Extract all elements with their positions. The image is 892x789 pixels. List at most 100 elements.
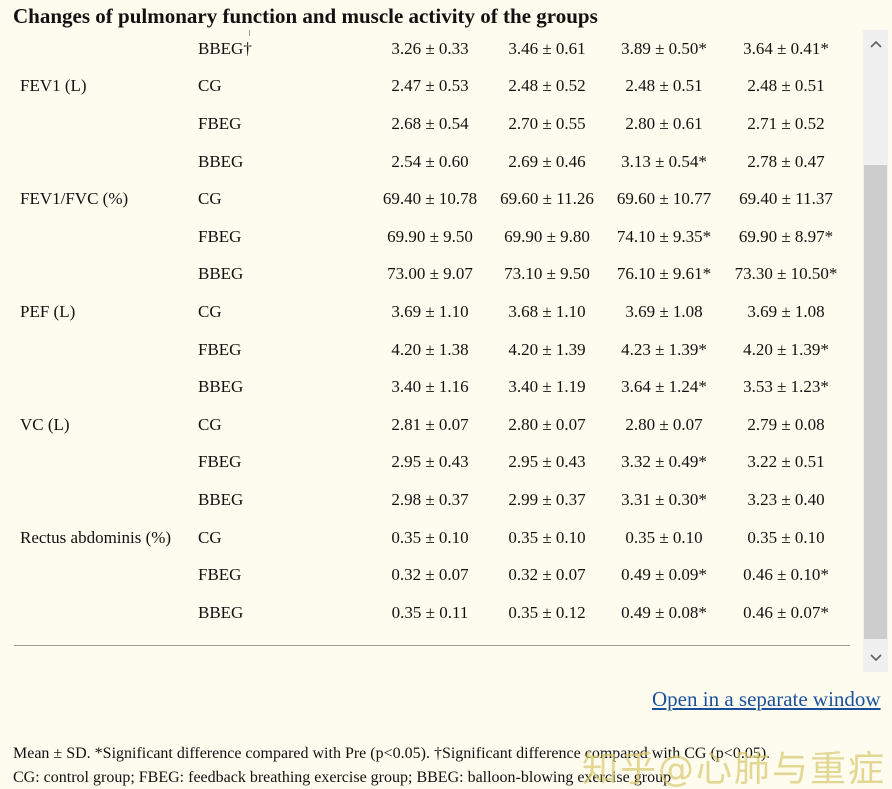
chevron-up-icon	[869, 40, 882, 48]
table-cell: 3.69 ± 1.08	[747, 301, 825, 321]
table-cell: 4.20 ± 1.39	[508, 339, 586, 359]
table-cell: 4.20 ± 1.39*	[743, 339, 829, 359]
table-cell: 0.35 ± 0.10	[391, 527, 469, 547]
row-group-label: CG	[198, 301, 222, 321]
data-table: BBEG† 3.26 ± 0.33 3.46 ± 0.61 3.89 ± 0.50* 3…	[12, 30, 862, 632]
row-group-label: BBEG	[198, 489, 244, 509]
table-cell: 0.35 ± 0.11	[391, 602, 469, 622]
table-cell: 2.69 ± 0.46	[508, 151, 586, 171]
table-row: FEV1/FVC (%) CG 69.40 ± 10.78 69.60 ± 11.26…	[12, 180, 862, 218]
table-cell: 2.81 ± 0.07	[391, 414, 469, 434]
table-cell: 0.46 ± 0.10*	[743, 565, 829, 585]
scroll-down-button[interactable]	[863, 644, 888, 672]
row-parameter-label: Rectus abdominis (%)	[20, 527, 172, 547]
table-cell: 2.80 ± 0.61	[625, 113, 703, 133]
table-cell: 73.10 ± 9.50	[504, 264, 590, 284]
table-cell: 2.95 ± 0.43	[391, 452, 469, 472]
table-cell: 2.54 ± 0.60	[391, 151, 469, 171]
row-group-label: FBEG	[198, 565, 242, 585]
table-cell: 2.47 ± 0.53	[391, 76, 469, 96]
row-group-label: FBEG	[198, 452, 242, 472]
table-cell: 3.89 ± 0.50*	[621, 38, 707, 58]
table-cell: 0.46 ± 0.07*	[743, 602, 829, 622]
table-cell: 0.32 ± 0.07	[508, 565, 586, 585]
table-cell: 2.68 ± 0.54	[391, 113, 469, 133]
row-group-label: CG	[198, 527, 222, 547]
row-group-label: BBEG	[198, 151, 244, 171]
table-cell: 3.68 ± 1.10	[508, 301, 586, 321]
table-cell: 69.60 ± 11.26	[500, 189, 594, 209]
table-row: FBEG 2.68 ± 0.54 2.70 ± 0.55 2.80 ± 0.61 2.7…	[12, 105, 862, 143]
table-row: BBEG† 3.26 ± 0.33 3.46 ± 0.61 3.89 ± 0.50* 3…	[12, 30, 862, 68]
table-row: VC (L) CG 2.81 ± 0.07 2.80 ± 0.07 2.80 ± 0.0…	[12, 406, 862, 444]
vertical-scrollbar[interactable]	[863, 30, 888, 672]
table-scroll-area[interactable]: BBEG† 3.26 ± 0.33 3.46 ± 0.61 3.89 ± 0.50* 3…	[12, 30, 862, 646]
table-cell: 0.35 ± 0.12	[508, 602, 586, 622]
table-cell: 3.40 ± 1.19	[508, 377, 586, 397]
table-cell: 3.64 ± 0.41*	[743, 38, 829, 58]
table-row: FBEG 0.32 ± 0.07 0.32 ± 0.07 0.49 ± 0.09* 0.…	[12, 556, 862, 594]
table-cell: 4.23 ± 1.39*	[621, 339, 707, 359]
table-cell: 3.40 ± 1.16	[391, 377, 469, 397]
table-row: BBEG 73.00 ± 9.07 73.10 ± 9.50 76.10 ± 9.61…	[12, 256, 862, 294]
table-row: BBEG 3.40 ± 1.16 3.40 ± 1.19 3.64 ± 1.24* 3.…	[12, 368, 862, 406]
table-cell: 74.10 ± 9.35*	[616, 226, 712, 246]
row-group-label: BBEG†	[198, 38, 252, 58]
watermark: 知乎@心肺与重症	[582, 749, 887, 789]
table-row: BBEG 0.35 ± 0.11 0.35 ± 0.12 0.49 ± 0.08* 0.…	[12, 594, 862, 632]
table-cell: 2.48 ± 0.51	[625, 76, 703, 96]
table-cell: 2.48 ± 0.51	[747, 76, 825, 96]
row-group-label: CG	[198, 189, 222, 209]
footnote-significance: Mean ± SD. *Significant difference compa…	[13, 745, 771, 762]
table-row: FBEG 4.20 ± 1.38 4.20 ± 1.39 4.23 ± 1.39* 4.…	[12, 331, 862, 369]
table-cell: 73.30 ± 10.50*	[734, 264, 838, 284]
table-cell: 3.26 ± 0.33	[391, 38, 469, 58]
row-parameter-label: VC (L)	[20, 414, 70, 434]
row-group-label: FBEG	[198, 226, 242, 246]
table-row: BBEG 2.54 ± 0.60 2.69 ± 0.46 3.13 ± 0.54* 2.…	[12, 143, 862, 181]
table-cell: 3.31 ± 0.30*	[621, 489, 707, 509]
table-cell: 2.79 ± 0.08	[747, 414, 825, 434]
table-bottom-rule	[14, 645, 850, 646]
row-group-label: BBEG	[198, 264, 244, 284]
row-parameter-label: PEF (L)	[20, 301, 76, 321]
table-cell: 2.71 ± 0.52	[747, 113, 825, 133]
scroll-up-button[interactable]	[863, 30, 888, 58]
table-cell: 3.32 ± 0.49*	[621, 452, 707, 472]
divider	[249, 30, 250, 36]
table-row: FBEG 69.90 ± 9.50 69.90 ± 9.80 74.10 ± 9.35…	[12, 218, 862, 256]
open-in-separate-window-link[interactable]: Open in a separate window	[652, 687, 881, 711]
table-cell: 0.35 ± 0.10	[625, 527, 703, 547]
table-cell: 0.35 ± 0.10	[747, 527, 825, 547]
row-group-label: FBEG	[198, 339, 242, 359]
row-parameter-label: FEV1 (L)	[20, 76, 87, 96]
table-cell: 2.80 ± 0.07	[508, 414, 586, 434]
table-cell: 3.69 ± 1.08	[625, 301, 703, 321]
table-cell: 0.35 ± 0.10	[508, 527, 586, 547]
table-cell: 0.32 ± 0.07	[391, 565, 469, 585]
table-cell: 69.90 ± 9.50	[387, 226, 473, 246]
table-row: Rectus abdominis (%) CG 0.35 ± 0.10 0.35 ± …	[12, 519, 862, 557]
table-cell: 73.00 ± 9.07	[387, 264, 473, 284]
table-cell: 76.10 ± 9.61*	[616, 264, 712, 284]
table-cell: 2.98 ± 0.37	[391, 489, 469, 509]
table-row: PEF (L) CG 3.69 ± 1.10 3.68 ± 1.10 3.69 ± 1.…	[12, 293, 862, 331]
table-cell: 2.70 ± 0.55	[508, 113, 586, 133]
row-group-label: BBEG	[198, 602, 244, 622]
table-cell: 3.64 ± 1.24*	[621, 377, 707, 397]
footnote-abbreviations: CG: control group; FBEG: feedback breath…	[13, 769, 672, 786]
table-cell: 2.48 ± 0.52	[508, 76, 586, 96]
table-cell: 3.53 ± 1.23*	[743, 377, 829, 397]
chevron-down-icon	[869, 654, 882, 662]
table-cell: 69.60 ± 10.77	[616, 189, 712, 209]
table-cell: 3.69 ± 1.10	[391, 301, 469, 321]
table-cell: 3.23 ± 0.40	[747, 489, 825, 509]
table-cell: 3.46 ± 0.61	[508, 38, 586, 58]
row-group-label: CG	[198, 414, 222, 434]
scroll-thumb[interactable]	[864, 165, 887, 639]
table-cell: 69.90 ± 8.97*	[738, 226, 834, 246]
row-parameter-label: FEV1/FVC (%)	[20, 189, 129, 209]
table-cell: 2.80 ± 0.07	[625, 414, 703, 434]
table-cell: 2.99 ± 0.37	[508, 489, 586, 509]
